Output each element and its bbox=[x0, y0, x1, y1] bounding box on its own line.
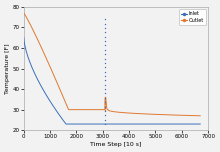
Point bbox=[104, 101, 107, 104]
Point bbox=[104, 118, 107, 121]
Point bbox=[104, 92, 107, 95]
Point bbox=[104, 35, 107, 38]
Point bbox=[104, 107, 107, 109]
Point bbox=[104, 114, 107, 116]
Point bbox=[104, 70, 107, 73]
Point bbox=[104, 97, 107, 99]
Point bbox=[104, 27, 107, 29]
Point bbox=[104, 57, 107, 60]
Point bbox=[104, 53, 107, 55]
Point bbox=[104, 108, 107, 111]
X-axis label: Time Step [10 s]: Time Step [10 s] bbox=[90, 142, 142, 147]
Y-axis label: Temperature [F]: Temperature [F] bbox=[5, 43, 10, 94]
Point bbox=[104, 62, 107, 64]
Point bbox=[104, 103, 107, 106]
Point bbox=[104, 110, 107, 112]
Point bbox=[104, 48, 107, 51]
Legend: Inlet, Outlet: Inlet, Outlet bbox=[179, 9, 206, 25]
Point bbox=[104, 22, 107, 25]
Point bbox=[104, 31, 107, 33]
Point bbox=[104, 105, 107, 107]
Point bbox=[104, 100, 107, 102]
Point bbox=[104, 66, 107, 68]
Point bbox=[104, 98, 107, 100]
Point bbox=[104, 101, 107, 103]
Point bbox=[104, 75, 107, 77]
Point bbox=[104, 83, 107, 86]
Point bbox=[104, 123, 107, 125]
Point bbox=[104, 96, 107, 98]
Point bbox=[104, 105, 107, 108]
Point bbox=[104, 40, 107, 42]
Point bbox=[104, 79, 107, 82]
Point bbox=[104, 88, 107, 90]
Point bbox=[104, 18, 107, 20]
Point bbox=[104, 44, 107, 47]
